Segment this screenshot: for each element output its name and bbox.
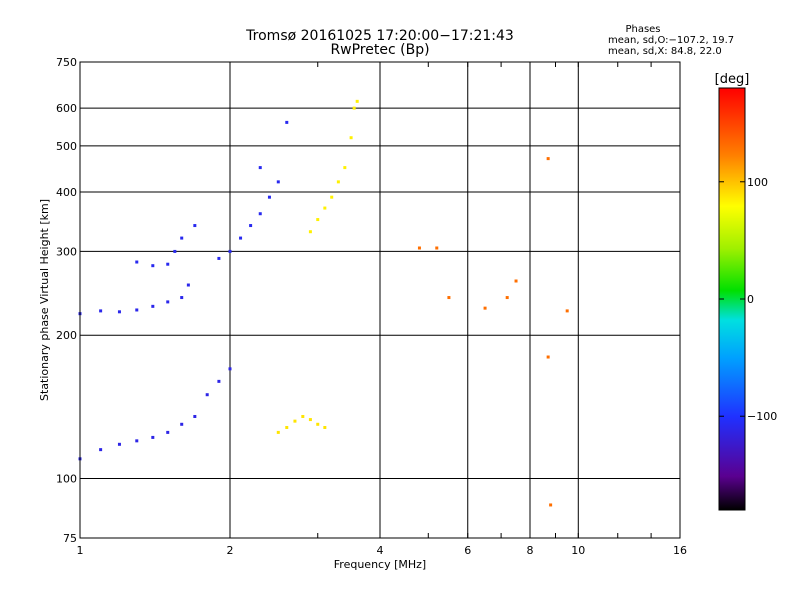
data-point — [173, 249, 177, 253]
data-point — [228, 367, 232, 371]
data-point — [166, 262, 170, 266]
data-point — [267, 195, 271, 199]
data-point — [217, 379, 221, 383]
axis-ticks: 1 2 4 6 8 10 16 75 100 200 300 400 500 600 750 — [56, 56, 687, 557]
data-point — [316, 218, 320, 222]
x-tick-label: 2 — [227, 544, 234, 557]
data-point — [99, 448, 103, 452]
data-point — [352, 106, 356, 110]
data-point — [276, 430, 280, 434]
chart-subtitle: RwPretec (Bp) — [330, 42, 429, 58]
data-point — [301, 414, 305, 418]
data-point — [193, 224, 197, 228]
x-tick-label: 16 — [673, 544, 687, 557]
colorbar-tick-label: 100 — [747, 176, 768, 189]
data-point — [117, 310, 121, 314]
data-point — [565, 309, 569, 313]
data-point — [514, 279, 518, 283]
data-point — [343, 166, 347, 170]
colorbar-tick-label: −100 — [747, 410, 777, 423]
y-tick-label: 300 — [56, 245, 77, 258]
data-point — [180, 236, 184, 240]
data-point — [258, 212, 262, 216]
data-point — [228, 249, 232, 253]
x-tick-label: 1 — [77, 544, 84, 557]
point-cluster — [135, 120, 289, 268]
data-point — [249, 224, 253, 228]
x-tick-label: 10 — [571, 544, 585, 557]
data-point — [166, 300, 170, 304]
x-tick-label: 4 — [377, 544, 384, 557]
colorbar-tick-label: 0 — [747, 293, 754, 306]
x-axis-label: Frequency [MHz] — [334, 558, 426, 571]
data-point — [151, 264, 155, 268]
data-point — [117, 442, 121, 446]
y-tick-label: 100 — [56, 473, 77, 486]
data-point — [447, 296, 451, 300]
data-point — [193, 414, 197, 418]
data-point — [435, 246, 439, 250]
chart-title: Tromsø 20161025 17:20:00−17:21:43 — [245, 28, 514, 44]
data-point — [205, 393, 209, 397]
data-point — [330, 195, 334, 199]
data-point — [355, 99, 359, 103]
data-point — [166, 430, 170, 434]
y-tick-label: 75 — [63, 532, 77, 545]
data-point — [336, 180, 340, 184]
data-point — [546, 355, 550, 359]
stats-o-line: mean, sd,O:−107.2, 19.7 — [608, 35, 734, 46]
data-point — [323, 206, 327, 210]
y-tick-label: 750 — [56, 56, 77, 69]
data-point — [308, 230, 312, 234]
point-cluster — [417, 157, 569, 507]
stats-x-line: mean, sd,X: 84.8, 22.0 — [608, 46, 722, 57]
data-point — [180, 422, 184, 426]
x-tick-label: 6 — [464, 544, 471, 557]
data-point — [135, 308, 139, 312]
data-point — [285, 120, 289, 124]
data-point — [505, 296, 509, 300]
data-point — [323, 425, 327, 429]
data-point — [151, 304, 155, 308]
colorbar-ticks: 100 0 −100 — [719, 176, 777, 423]
data-point — [417, 246, 421, 250]
data-point — [293, 419, 297, 423]
data-point — [151, 435, 155, 439]
colorbar-label: [deg] — [715, 72, 750, 87]
data-point — [99, 309, 103, 313]
data-point — [186, 283, 190, 287]
y-axis-label: Stationary phase Virtual Height [km] — [38, 199, 51, 401]
data-point — [483, 306, 487, 310]
stats-heading: Phases — [625, 24, 660, 35]
data-point — [135, 260, 139, 264]
data-point — [180, 296, 184, 300]
data-point — [316, 422, 320, 426]
data-point — [239, 236, 243, 240]
data-point — [258, 166, 262, 170]
data-point — [135, 439, 139, 443]
point-cluster — [308, 99, 359, 234]
data-point — [349, 136, 353, 140]
data-point — [308, 418, 312, 422]
y-tick-label: 400 — [56, 186, 77, 199]
data-point — [285, 425, 289, 429]
data-point — [549, 503, 553, 507]
data-point — [217, 256, 221, 260]
y-tick-label: 200 — [56, 329, 77, 342]
y-tick-label: 600 — [56, 102, 77, 115]
point-cluster — [276, 414, 327, 434]
x-tick-label: 8 — [527, 544, 534, 557]
data-point — [276, 180, 280, 184]
y-tick-label: 500 — [56, 140, 77, 153]
data-point — [546, 157, 550, 161]
